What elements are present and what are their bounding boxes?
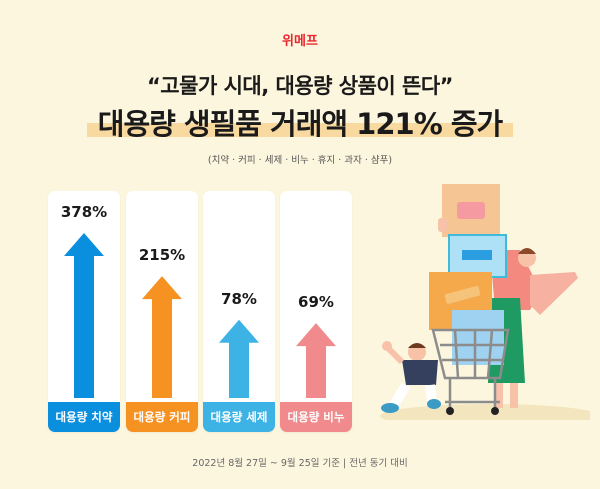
bar-arrow	[219, 319, 259, 398]
category-label: 대용량 커피	[126, 402, 198, 432]
bar-card: 215% 대용량 커피	[126, 191, 198, 432]
data-label: 69%	[298, 293, 334, 312]
data-label: 78%	[221, 289, 257, 308]
category-label: 대용량 비누	[280, 402, 352, 432]
bar-card: 69% 대용량 비누	[280, 191, 352, 432]
footnote: 2022년 8월 27일 ~ 9월 25일 기준 | 전년 동기 대비	[192, 458, 408, 469]
bar-arrow	[296, 323, 336, 398]
brand-logo: 위메프	[282, 34, 318, 49]
title-highlight	[87, 123, 513, 137]
data-label: 215%	[138, 246, 186, 265]
bar-card: 378% 대용량 치약	[48, 191, 120, 432]
page-title: 대용량 생필품 거래액 121% 증가	[97, 107, 503, 141]
shopping-illustration	[380, 184, 590, 420]
bar-arrow	[64, 233, 104, 398]
headline-quote: “고물가 시대, 대용량 상품이 뜬다”	[147, 74, 453, 98]
bar-card: 78% 대용량 세제	[203, 191, 275, 432]
bar-arrow	[142, 276, 182, 398]
category-label: 대용량 세제	[203, 402, 275, 432]
subtitle: (치약 · 커피 · 세제 · 비누 · 휴지 · 과자 · 샴푸)	[207, 155, 393, 166]
category-label: 대용량 치약	[48, 402, 120, 432]
data-label: 378%	[60, 203, 108, 221]
